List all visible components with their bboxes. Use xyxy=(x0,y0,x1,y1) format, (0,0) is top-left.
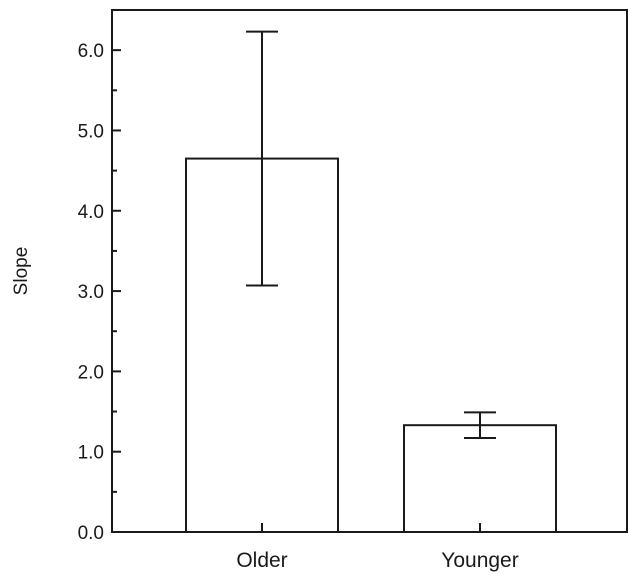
y-axis-title: Slope xyxy=(11,247,32,296)
plot-frame xyxy=(111,9,628,533)
y-tick-label: 1.0 xyxy=(78,443,104,464)
x-tick-label-older: Older xyxy=(236,549,287,572)
y-tick-label: 2.0 xyxy=(78,362,104,383)
y-axis-ticks: 0.0 1.0 2.0 3.0 4.0 5.0 6.0 xyxy=(78,41,121,544)
x-tick-label-younger: Younger xyxy=(441,549,518,572)
y-tick-label: 3.0 xyxy=(78,282,104,303)
x-axis-ticks: Older Younger xyxy=(236,523,519,572)
y-tick-label: 6.0 xyxy=(78,41,104,62)
y-tick-label: 4.0 xyxy=(78,202,104,223)
bar-younger xyxy=(403,424,557,533)
bars-group xyxy=(185,157,557,533)
y-tick-label: 5.0 xyxy=(78,121,104,142)
y-tick-label: 0.0 xyxy=(78,523,104,544)
error-bars-group xyxy=(246,30,496,440)
